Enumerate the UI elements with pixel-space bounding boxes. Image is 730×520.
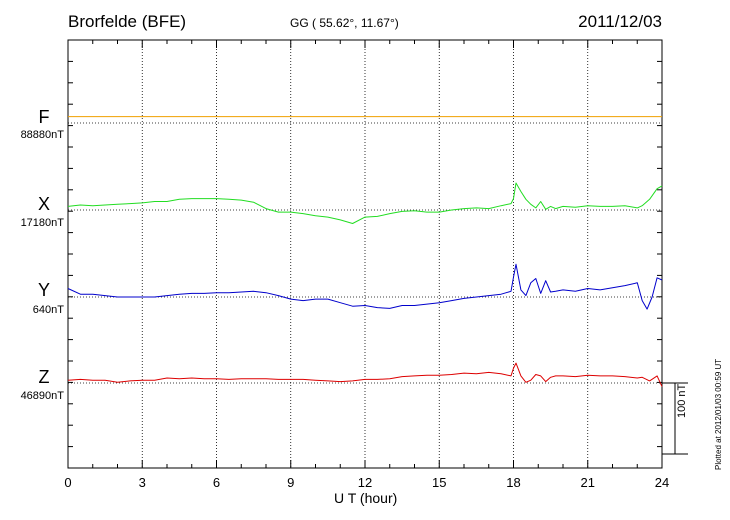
channel-y-baseline: 640nT bbox=[32, 304, 64, 316]
x-tick-label-9: 9 bbox=[287, 475, 294, 490]
channel-z-baseline: 46890nT bbox=[20, 390, 64, 402]
x-tick-label-0: 0 bbox=[64, 475, 71, 490]
channel-f-label: F bbox=[38, 107, 50, 127]
station-title: Brorfelde (BFE) bbox=[68, 12, 187, 31]
x-tick-label-3: 3 bbox=[139, 475, 146, 490]
axis-ticks bbox=[67, 40, 663, 469]
plotted-timestamp: Plotted at 2012/01/03 00:59 UT bbox=[714, 358, 723, 470]
x-tick-label-18: 18 bbox=[506, 475, 520, 490]
grid-lines bbox=[141, 40, 589, 468]
scale-bar bbox=[662, 382, 688, 455]
series-lines bbox=[67, 116, 663, 387]
x-tick-label-6: 6 bbox=[213, 475, 220, 490]
series-line-z bbox=[67, 362, 663, 387]
scale-bar-label: 100 nT bbox=[676, 383, 688, 418]
channel-x-baseline: 17180nT bbox=[20, 217, 64, 229]
series-line-y bbox=[67, 263, 663, 310]
x-tick-label-15: 15 bbox=[432, 475, 446, 490]
x-tick-label-24: 24 bbox=[655, 475, 669, 490]
baseline-lines bbox=[68, 122, 662, 384]
channel-x-label: X bbox=[37, 194, 50, 214]
channel-z-label: Z bbox=[38, 367, 50, 387]
x-tick-label-21: 21 bbox=[581, 475, 595, 490]
x-tick-label-12: 12 bbox=[358, 475, 372, 490]
plot-date: 2011/12/03 bbox=[578, 12, 662, 31]
station-coords: GG ( 55.62°, 11.67°) bbox=[290, 16, 399, 30]
channel-f-baseline: 88880nT bbox=[20, 129, 64, 141]
x-tick-labels: 0 3 6 9 12 15 18 21 24 bbox=[64, 475, 669, 490]
channel-y-label: Y bbox=[37, 280, 50, 300]
series-line-x bbox=[67, 182, 663, 224]
x-axis-label: U T (hour) bbox=[334, 490, 398, 506]
